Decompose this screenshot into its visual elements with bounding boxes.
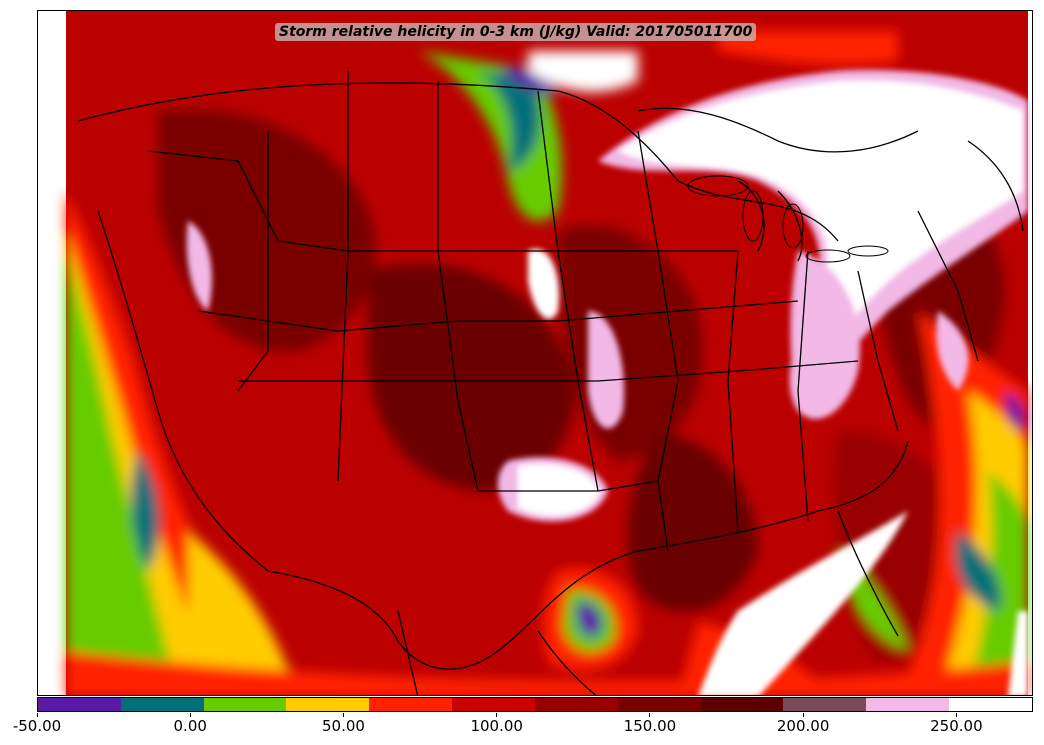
colorbar [37,697,1033,712]
colorbar-tick-label: 100.00 [470,717,523,735]
high-helicity-areas [186,70,1028,695]
colorbar-tick [649,713,651,717]
lake-outlines [687,175,889,263]
boundary-lines [77,71,1024,695]
colorbar-tick [802,713,804,717]
colorbar-tick-label: 250.00 [930,717,983,735]
colorbar-segment [949,698,1032,711]
colorbar-segment [38,698,121,711]
map-panel: Storm relative helicity in 0-3 km (J/kg)… [37,10,1033,696]
colorbar-tick [955,713,957,717]
colorbar-tick [189,713,191,717]
colorbar-segment [452,698,535,711]
colorbar-tick [342,713,344,717]
colorbar-segment [866,698,950,711]
colorbar-tick-label: 150.00 [623,717,677,735]
colorbar-tick-label: 50.00 [321,717,365,735]
colorbar-tick [36,713,38,717]
colorbar-segment [286,698,370,711]
colorbar-segment [369,698,453,711]
colorbar-segment [120,698,204,711]
colorbar-tick-label: 200.00 [776,717,830,735]
colorbar-segment [617,698,701,711]
helicity-map [38,11,1028,695]
colorbar-segment [700,698,784,711]
colorbar-segment [783,698,867,711]
colorbar-tick-label: 0.00 [173,717,207,735]
colorbar-tick [496,713,498,717]
colorbar-segment [534,698,618,711]
colorbar-tick-label: -50.00 [12,717,62,735]
map-margin [38,11,66,695]
map-title: Storm relative helicity in 0-3 km (J/kg)… [275,23,757,41]
colorbar-segment [203,698,287,711]
